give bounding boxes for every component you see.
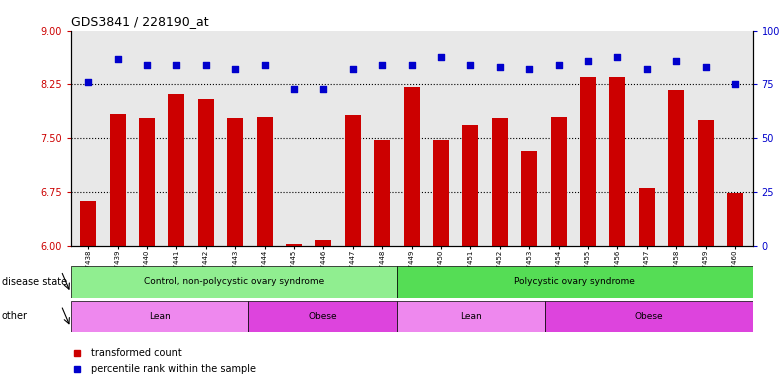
Bar [404, 87, 419, 246]
Text: Lean: Lean [149, 312, 170, 321]
Bar [727, 194, 743, 246]
Point [111, 56, 124, 62]
Bar [463, 125, 478, 246]
Point [493, 64, 506, 70]
Point [582, 58, 594, 64]
Text: Lean: Lean [460, 312, 482, 321]
Bar [315, 240, 332, 246]
Text: GDS3841 / 228190_at: GDS3841 / 228190_at [71, 15, 209, 28]
Point [552, 62, 564, 68]
Text: transformed count: transformed count [91, 348, 182, 358]
Bar [397, 266, 753, 298]
Text: Obese: Obese [308, 312, 337, 321]
Point [641, 66, 653, 73]
Bar [492, 118, 508, 246]
Point [82, 79, 94, 85]
Bar [198, 99, 214, 246]
Bar [256, 117, 273, 246]
Point [434, 53, 447, 60]
Bar [374, 140, 390, 246]
Point [611, 53, 623, 60]
Point [347, 66, 359, 73]
Point [670, 58, 682, 64]
Point [199, 62, 212, 68]
Bar [609, 77, 626, 246]
Bar [110, 114, 125, 246]
Text: Polycystic ovary syndrome: Polycystic ovary syndrome [514, 277, 635, 286]
Text: percentile rank within the sample: percentile rank within the sample [91, 364, 256, 374]
Point [376, 62, 388, 68]
Bar [227, 118, 243, 246]
Bar [698, 119, 713, 246]
Bar [286, 244, 302, 246]
Bar [169, 94, 184, 246]
Point [405, 62, 418, 68]
Point [317, 86, 329, 92]
Bar [639, 189, 655, 246]
Bar [249, 301, 397, 332]
Point [229, 66, 241, 73]
Text: other: other [2, 311, 27, 321]
Point [140, 62, 153, 68]
Point [728, 81, 741, 88]
Bar [345, 114, 361, 246]
Point [288, 86, 300, 92]
Bar [71, 266, 397, 298]
Bar [71, 301, 249, 332]
Point [699, 64, 712, 70]
Text: Obese: Obese [634, 312, 663, 321]
Bar [80, 201, 96, 246]
Bar [545, 301, 753, 332]
Bar [521, 151, 537, 246]
Bar [397, 301, 545, 332]
Point [464, 62, 477, 68]
Text: Control, non-polycystic ovary syndrome: Control, non-polycystic ovary syndrome [143, 277, 324, 286]
Point [258, 62, 270, 68]
Point [170, 62, 183, 68]
Bar [550, 118, 567, 246]
Bar [668, 90, 684, 246]
Point [523, 66, 535, 73]
Text: disease state: disease state [2, 277, 67, 287]
Bar [433, 141, 449, 246]
Bar [580, 77, 596, 246]
Bar [139, 118, 155, 246]
